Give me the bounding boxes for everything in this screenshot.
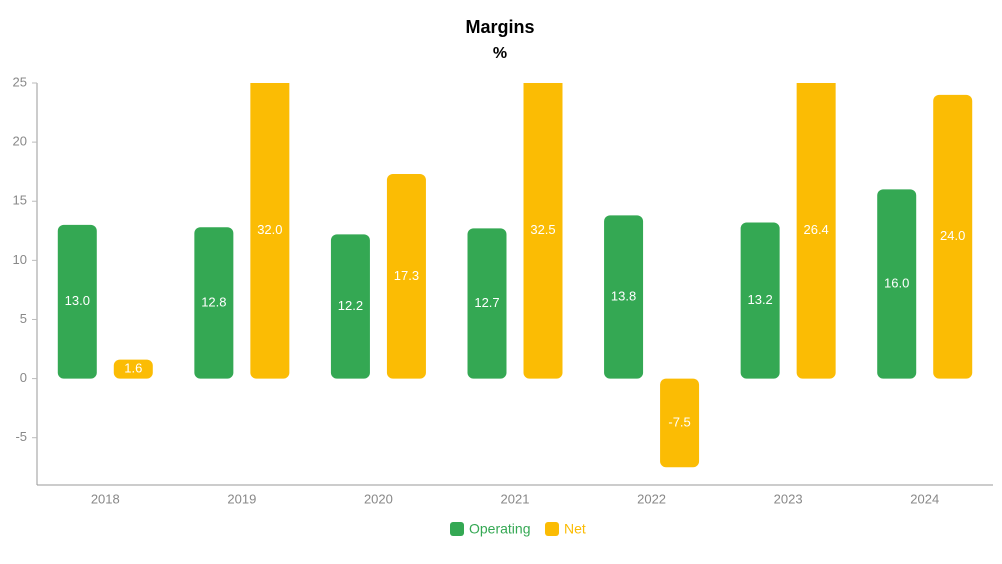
bars (57, 83, 973, 468)
data-label: 16.0 (884, 275, 909, 290)
bar (194, 227, 234, 379)
data-label: 17.3 (394, 268, 419, 283)
bar (250, 83, 290, 379)
data-label: 12.8 (201, 294, 226, 309)
data-label: 1.6 (124, 361, 142, 376)
bar (523, 83, 563, 379)
y-tick-label: 10 (13, 252, 27, 267)
y-tick-label: 15 (13, 193, 27, 208)
bar (467, 228, 507, 379)
legend-swatch (450, 522, 464, 536)
x-tick-label: 2020 (364, 491, 393, 506)
x-tick-label: 2023 (774, 491, 803, 506)
legend-label: Net (564, 521, 586, 537)
y-tick-label: 0 (20, 370, 27, 385)
bar (740, 222, 780, 379)
legend-label: Operating (469, 521, 530, 537)
data-label: 24.0 (940, 228, 965, 243)
data-label: 32.0 (257, 222, 282, 237)
data-label: 32.5 (530, 222, 555, 237)
x-tick-label: 2021 (501, 491, 530, 506)
bar (386, 174, 426, 379)
x-tick-label: 2019 (227, 491, 256, 506)
bar (877, 189, 917, 379)
chart-subtitle: % (493, 45, 507, 62)
bar (604, 215, 644, 379)
data-label: 12.2 (338, 298, 363, 313)
bar (330, 234, 370, 379)
bar (796, 83, 836, 379)
data-label: -7.5 (668, 414, 690, 429)
bar (660, 378, 700, 468)
y-tick-label: 20 (13, 134, 27, 149)
bar (57, 224, 97, 379)
chart-title: Margins (465, 17, 534, 37)
x-tick-label: 2022 (637, 491, 666, 506)
x-tick-label: 2024 (910, 491, 939, 506)
bar (113, 359, 153, 379)
data-label: 26.4 (803, 222, 828, 237)
data-label: 12.7 (474, 295, 499, 310)
data-label: 13.2 (747, 292, 772, 307)
legend-swatch (545, 522, 559, 536)
data-label: 13.0 (65, 293, 90, 308)
x-tick-label: 2018 (91, 491, 120, 506)
y-tick-label: 25 (13, 74, 27, 89)
y-tick-label: -5 (15, 429, 27, 444)
bar (933, 94, 973, 379)
data-label: 13.8 (611, 288, 636, 303)
y-tick-label: 5 (20, 311, 27, 326)
